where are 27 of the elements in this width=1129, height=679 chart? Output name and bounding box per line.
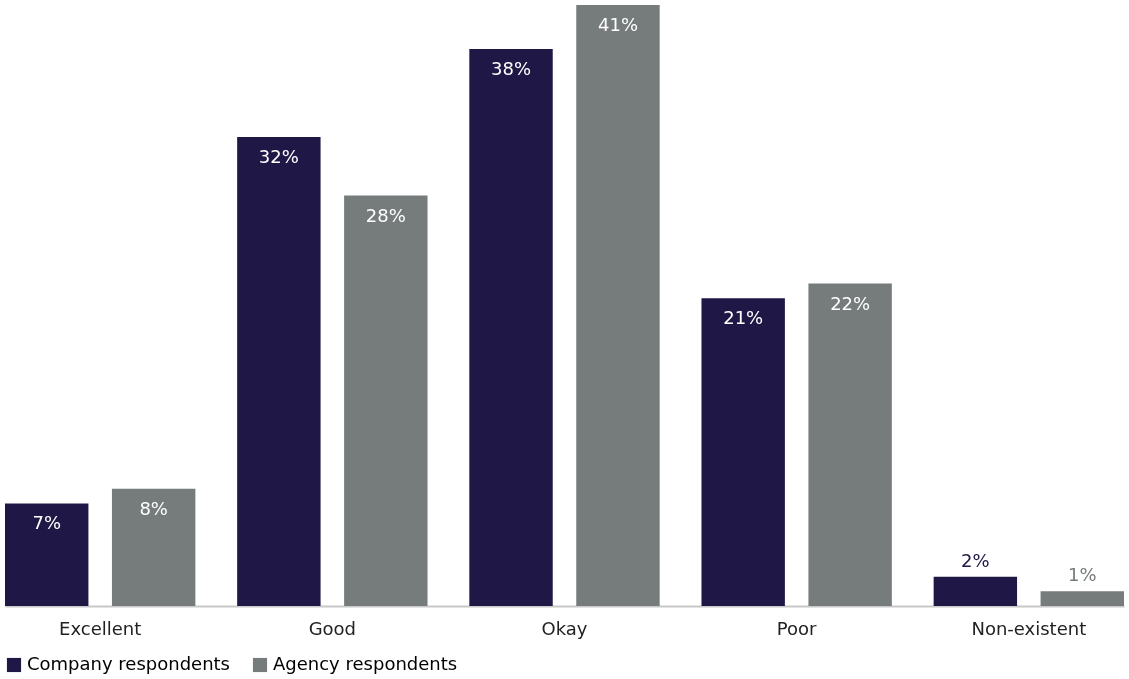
data-label: 7% xyxy=(32,512,61,534)
data-label: 1% xyxy=(1068,564,1097,586)
data-label: 32% xyxy=(258,145,299,167)
legend-label: Agency respondents xyxy=(273,653,458,674)
x-tick-label: Excellent xyxy=(59,617,142,639)
data-label: 2% xyxy=(961,549,990,571)
data-label: 21% xyxy=(723,307,764,329)
x-tick-label: Good xyxy=(308,617,357,639)
x-tick-label: Okay xyxy=(541,617,588,639)
bar xyxy=(576,5,660,606)
bar xyxy=(111,488,196,606)
x-tick-label: Non-existent xyxy=(971,617,1087,639)
data-label: 38% xyxy=(491,57,532,79)
bar xyxy=(344,195,428,606)
bar xyxy=(933,576,1018,606)
bar xyxy=(5,503,89,606)
data-label: 8% xyxy=(139,497,168,519)
bar xyxy=(701,298,785,606)
legend-label: Company respondents xyxy=(27,653,231,674)
bar xyxy=(237,136,321,606)
data-label: 41% xyxy=(597,14,638,35)
bar xyxy=(469,48,553,606)
data-label: 28% xyxy=(365,204,406,226)
data-label: 22% xyxy=(830,292,871,314)
bar xyxy=(1040,591,1124,606)
x-tick-label: Poor xyxy=(776,617,818,639)
bar xyxy=(808,283,892,606)
